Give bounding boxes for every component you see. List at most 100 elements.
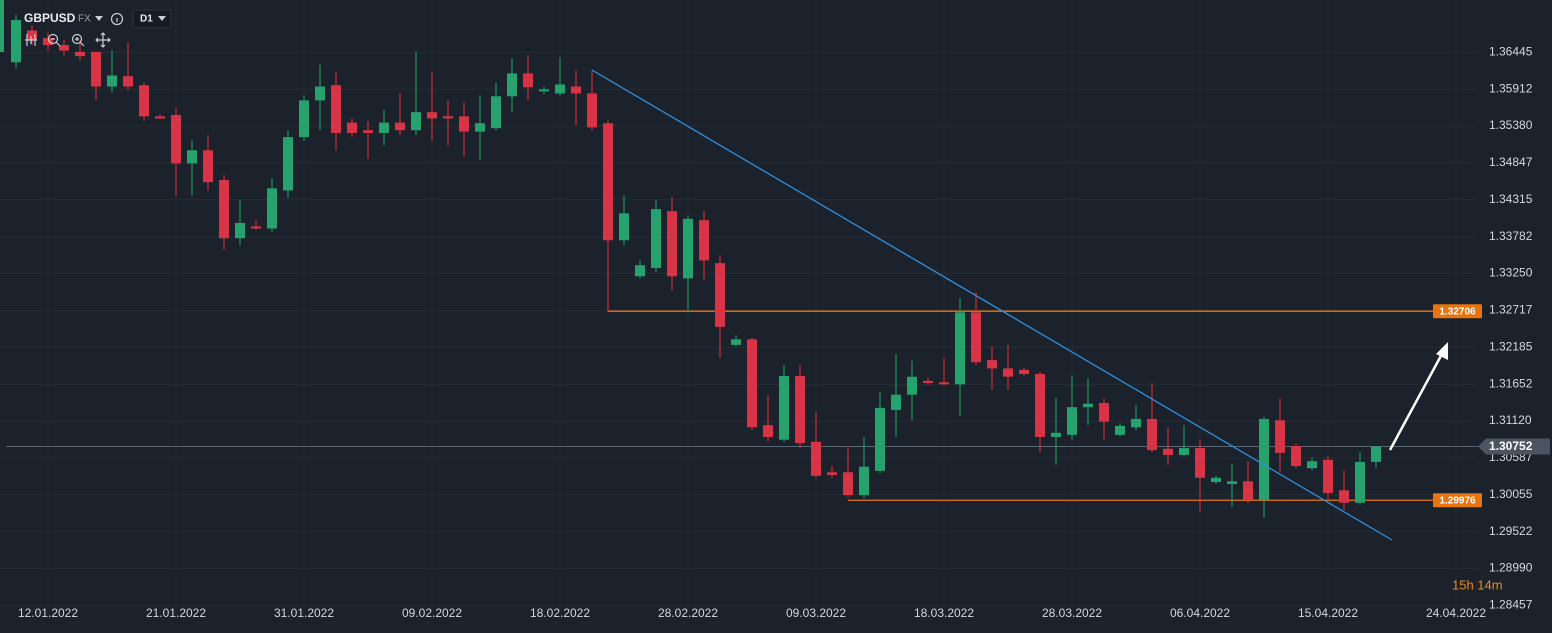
candle-body xyxy=(779,376,789,440)
candle-body xyxy=(555,84,565,94)
candle-body xyxy=(187,150,197,164)
price-axis: 1.36445 1.35912 1.35380 1.34847 1.34315 1.337… xyxy=(18,44,1550,620)
timeframe-dropdown[interactable] xyxy=(158,16,166,21)
candle-body xyxy=(1227,481,1237,485)
market: FX xyxy=(78,14,91,25)
zoom-in-icon[interactable] xyxy=(71,33,83,45)
y-tick-label: 1.34315 xyxy=(1489,192,1533,206)
x-tick-label: 12.01.2022 xyxy=(18,606,78,620)
timeframe-box[interactable] xyxy=(132,9,172,29)
arrow-head xyxy=(1436,342,1448,360)
candle-body xyxy=(843,472,853,496)
y-tick-label: 1.28457 xyxy=(1489,598,1533,612)
candle-body xyxy=(379,122,389,133)
candle-body xyxy=(123,76,133,87)
candle-body xyxy=(315,86,325,101)
candle-body xyxy=(1003,368,1013,377)
toolbar: GBPUSD FX D1 xyxy=(0,0,172,52)
candle-body xyxy=(91,51,101,87)
candle-body xyxy=(619,213,629,241)
candle-body xyxy=(955,312,965,385)
candle-body xyxy=(635,265,645,277)
candle-body xyxy=(587,93,597,128)
info-icon[interactable] xyxy=(110,12,124,26)
candle-body xyxy=(1115,425,1125,435)
candle-body xyxy=(603,123,613,241)
candle-body xyxy=(219,180,229,239)
y-tick-label: 1.35380 xyxy=(1489,118,1533,132)
zoom-in-handle xyxy=(75,37,85,47)
candle-body xyxy=(1211,477,1221,482)
candle-body xyxy=(1035,373,1045,437)
candle-body xyxy=(1323,459,1333,494)
candle-body xyxy=(27,30,37,41)
candle-body xyxy=(75,51,85,57)
symbol[interactable]: GBPUSD xyxy=(24,11,76,25)
x-tick-label: 18.03.2022 xyxy=(914,606,974,620)
x-tick-label: 21.01.2022 xyxy=(146,606,206,620)
tool-icons xyxy=(25,32,111,48)
symbol-dropdown[interactable] xyxy=(95,16,103,21)
x-tick-label: 09.03.2022 xyxy=(786,606,846,620)
candle-body xyxy=(731,339,741,345)
candle-body xyxy=(1019,369,1029,374)
candle-body xyxy=(1099,403,1109,422)
x-tick-label: 18.02.2022 xyxy=(530,606,590,620)
candle-body xyxy=(827,472,837,476)
candle-body xyxy=(891,394,901,410)
level-label-box xyxy=(1433,493,1482,508)
arrow-shaft xyxy=(1388,351,1445,451)
candle-body xyxy=(1355,461,1365,503)
candle-body xyxy=(1131,418,1141,428)
x-tick-label: 06.04.2022 xyxy=(1170,606,1230,620)
candle-body xyxy=(1083,403,1093,408)
candle-body xyxy=(811,441,821,476)
candle-body xyxy=(1163,448,1173,455)
candle-body xyxy=(11,20,21,63)
candle-body xyxy=(427,112,437,119)
candle-body xyxy=(1067,407,1077,435)
x-tick-label: 09.02.2022 xyxy=(402,606,462,620)
candle-body xyxy=(1147,418,1157,451)
x-tick-label: 28.02.2022 xyxy=(658,606,718,620)
y-tick-label: 1.34847 xyxy=(1489,155,1533,169)
candle-body xyxy=(523,73,533,88)
candle-body xyxy=(939,382,949,385)
candle-body xyxy=(1275,420,1285,453)
x-tick-label: 24.04.2022 xyxy=(1426,606,1486,620)
candle-body xyxy=(1195,448,1205,478)
candle-body xyxy=(859,466,869,496)
candle-body xyxy=(283,137,293,191)
candle-body xyxy=(507,73,517,97)
candle-body xyxy=(107,75,117,87)
candle-body xyxy=(267,188,277,229)
candle-body xyxy=(667,211,677,277)
candle-body xyxy=(443,116,453,119)
candle-body xyxy=(347,122,357,133)
candle-body xyxy=(875,407,885,471)
candle-body xyxy=(539,89,549,92)
candle-body xyxy=(139,85,149,117)
edge-marker xyxy=(0,0,4,52)
y-tick-label: 1.35912 xyxy=(1489,81,1533,95)
candle-body xyxy=(1291,445,1301,467)
y-tick-label: 1.33782 xyxy=(1489,229,1533,243)
y-tick-label: 1.30055 xyxy=(1489,487,1533,501)
x-tick-label: 15.04.2022 xyxy=(1298,606,1358,620)
zoom-out-icon[interactable] xyxy=(47,33,59,45)
y-tick-label: 1.36445 xyxy=(1489,44,1533,58)
current-price-box xyxy=(1478,438,1550,455)
pan-icon[interactable] xyxy=(95,32,111,48)
y-tick-label: 1.32717 xyxy=(1489,303,1533,317)
timeframe[interactable]: D1 xyxy=(140,14,153,25)
indicators-icon[interactable] xyxy=(25,34,37,46)
trend-line xyxy=(591,69,1393,541)
candle-body xyxy=(651,209,661,268)
candle-body xyxy=(331,85,341,133)
candle-body xyxy=(235,222,245,239)
candle-body xyxy=(59,45,69,51)
candle-body xyxy=(251,226,261,229)
candle-body xyxy=(971,312,981,363)
level-label: 1.32706 xyxy=(1439,306,1476,317)
